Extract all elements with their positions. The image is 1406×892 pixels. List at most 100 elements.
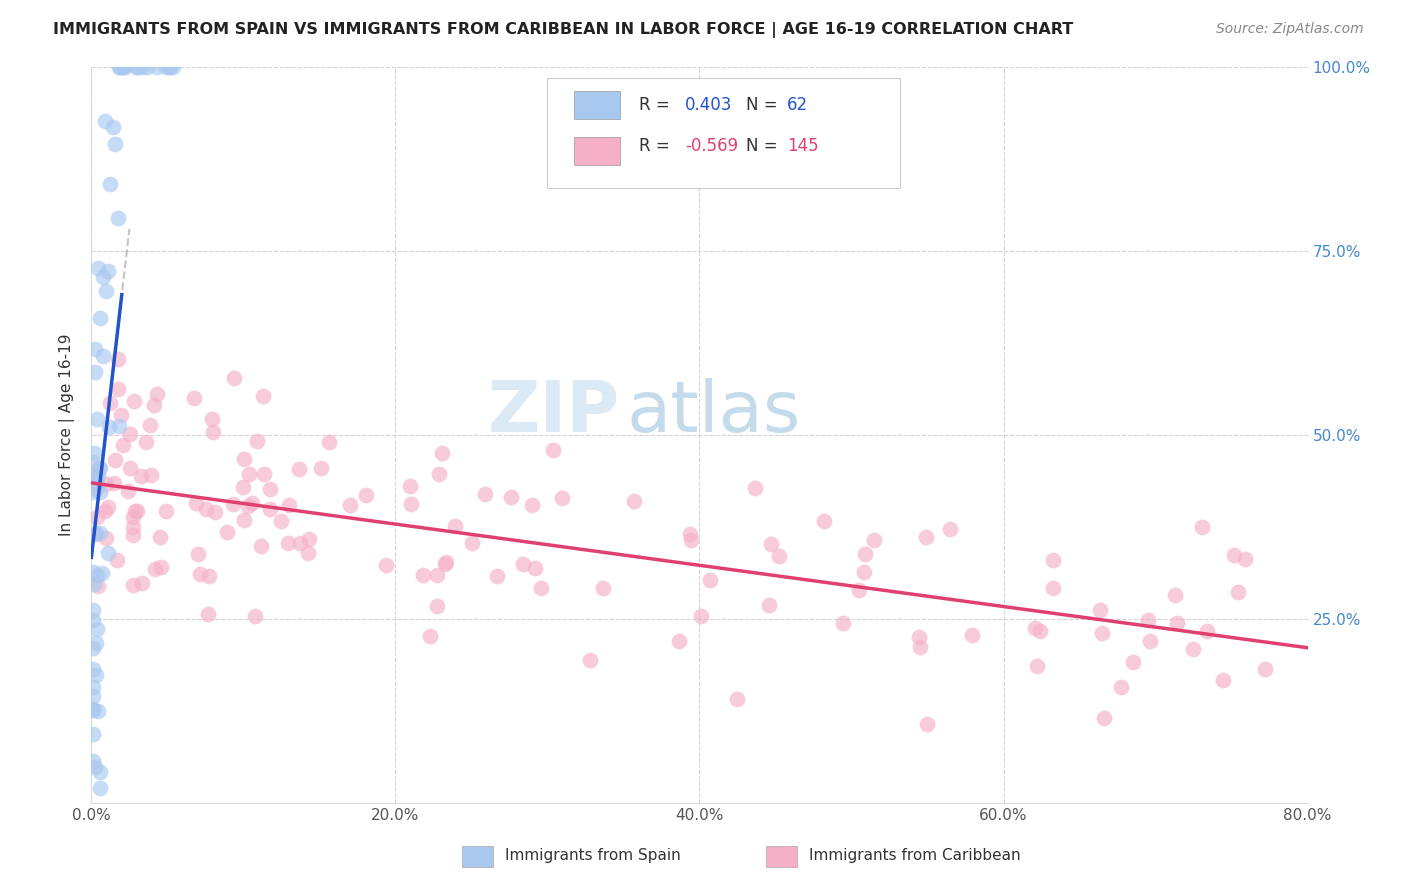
Point — [145, 387, 167, 401]
Point — [139, 418, 162, 433]
Point — [311, 461, 333, 475]
Point — [107, 419, 129, 434]
Point — [253, 467, 276, 482]
Point — [853, 547, 876, 561]
Point — [82, 662, 104, 676]
Point — [246, 434, 269, 448]
Point — [108, 60, 131, 74]
Point — [474, 487, 496, 501]
Point — [1109, 681, 1132, 695]
Point — [297, 546, 319, 560]
Point — [245, 608, 267, 623]
Text: N =: N = — [745, 96, 783, 114]
Point — [204, 505, 226, 519]
Point — [82, 455, 104, 469]
Point — [831, 615, 853, 630]
Point — [530, 581, 553, 595]
Point — [915, 717, 938, 731]
Point — [96, 285, 118, 299]
Point — [143, 398, 166, 412]
Point — [83, 577, 105, 591]
Point — [318, 434, 340, 449]
Point — [419, 629, 441, 643]
Point — [82, 680, 104, 694]
Point — [94, 114, 117, 128]
Point — [87, 704, 110, 718]
Point — [1136, 613, 1159, 627]
Point — [103, 475, 125, 490]
Point — [104, 452, 127, 467]
Text: Immigrants from Spain: Immigrants from Spain — [505, 847, 681, 863]
Point — [1025, 658, 1047, 673]
Text: 62: 62 — [787, 96, 808, 114]
Point — [84, 482, 107, 496]
Point — [862, 533, 884, 547]
Point — [1091, 626, 1114, 640]
Point — [187, 547, 209, 561]
Point — [96, 531, 118, 545]
Point — [1042, 553, 1064, 567]
Text: -0.569: -0.569 — [685, 136, 738, 154]
Point — [813, 514, 835, 528]
Point — [84, 636, 107, 650]
Point — [1223, 548, 1246, 562]
Point — [136, 60, 159, 74]
Point — [1234, 552, 1257, 566]
Text: R =: R = — [638, 96, 675, 114]
Point — [86, 622, 108, 636]
Point — [443, 519, 465, 533]
Point — [1122, 655, 1144, 669]
Point — [82, 689, 104, 703]
Point — [426, 599, 449, 613]
Point — [461, 536, 484, 550]
Point — [1166, 616, 1188, 631]
Point — [107, 211, 129, 226]
Point — [486, 569, 509, 583]
Point — [124, 60, 146, 74]
Point — [1092, 711, 1115, 725]
Point — [433, 557, 456, 571]
Point — [150, 560, 173, 574]
Point — [1195, 624, 1218, 639]
Point — [97, 546, 120, 560]
Point — [399, 479, 422, 493]
Point — [430, 446, 453, 460]
Point — [82, 469, 104, 483]
Point — [120, 427, 142, 442]
Text: Immigrants from Caribbean: Immigrants from Caribbean — [808, 847, 1021, 863]
Point — [107, 351, 129, 366]
Point — [524, 561, 547, 575]
Point — [1024, 621, 1046, 635]
Point — [155, 503, 177, 517]
Point — [84, 471, 107, 485]
Point — [853, 565, 876, 579]
Point — [287, 461, 309, 475]
Point — [93, 349, 115, 363]
Point — [270, 514, 292, 528]
Point — [298, 532, 321, 546]
Point — [149, 530, 172, 544]
Point — [82, 727, 104, 741]
Point — [1088, 603, 1111, 617]
Point — [681, 533, 703, 547]
Point — [84, 527, 107, 541]
Point — [121, 510, 143, 524]
Point — [122, 528, 145, 542]
Point — [86, 468, 108, 483]
Point — [117, 483, 139, 498]
Point — [354, 488, 377, 502]
Point — [195, 502, 218, 516]
Point — [1028, 624, 1050, 639]
Point — [1191, 520, 1213, 534]
Point — [145, 60, 167, 74]
Text: R =: R = — [638, 136, 675, 154]
Point — [412, 568, 434, 582]
Point — [89, 461, 111, 475]
Point — [122, 578, 145, 592]
Point — [94, 504, 117, 518]
Text: ZIP: ZIP — [488, 378, 620, 447]
Point — [86, 412, 108, 426]
Point — [89, 764, 111, 779]
Point — [190, 567, 212, 582]
Point — [579, 653, 602, 667]
